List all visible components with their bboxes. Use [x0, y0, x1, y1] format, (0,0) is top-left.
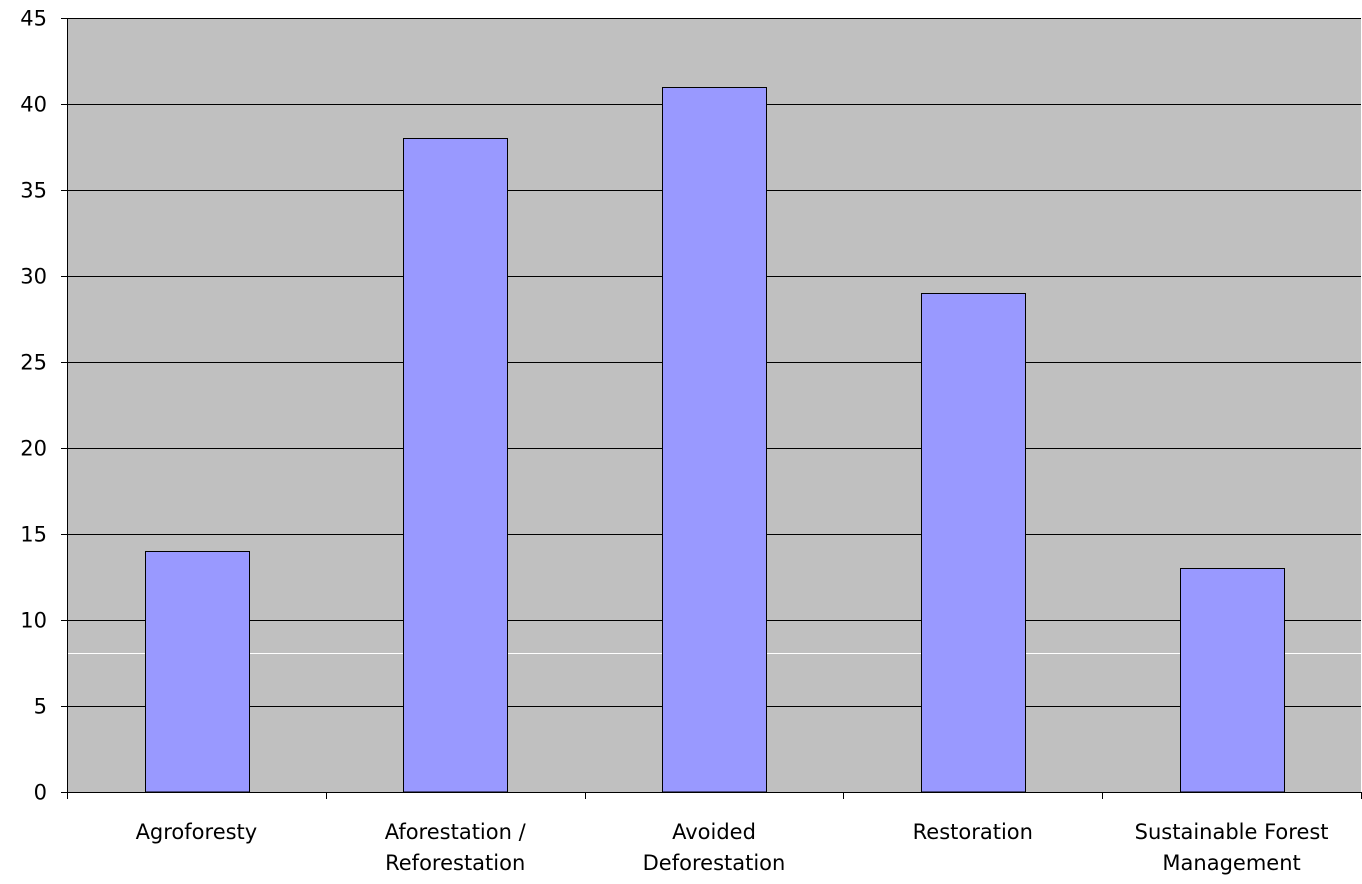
bar — [403, 138, 508, 793]
bar — [1180, 568, 1285, 793]
y-tick-label: 35 — [20, 179, 47, 203]
y-tick-label: 10 — [20, 609, 47, 633]
x-category-label: Sustainable Forest Management — [1135, 820, 1329, 875]
y-tick-label: 25 — [20, 351, 47, 375]
y-tick-label: 40 — [20, 93, 47, 117]
bars — [145, 87, 1285, 793]
y-tick-label: 30 — [20, 265, 47, 289]
bar — [921, 293, 1026, 793]
x-axis-ticks: Agroforesty Aforestation / Reforestation Av… — [67, 792, 1362, 875]
y-tick-label: 45 — [20, 7, 47, 31]
bar — [662, 87, 767, 793]
y-tick-label: 5 — [34, 695, 47, 719]
y-tick-label: 15 — [20, 523, 47, 547]
y-tick-label: 20 — [20, 437, 47, 461]
y-axis-ticks: 0 5 10 15 20 25 30 35 40 45 — [20, 7, 67, 805]
x-category-label: Aforestation / Reforestation — [385, 820, 527, 875]
bar — [145, 551, 250, 793]
x-category-label: Avoided Deforestation — [643, 820, 786, 875]
x-category-label: Agroforesty — [136, 820, 258, 844]
x-category-label: Restoration — [913, 820, 1033, 844]
y-tick-label: 0 — [34, 781, 47, 805]
